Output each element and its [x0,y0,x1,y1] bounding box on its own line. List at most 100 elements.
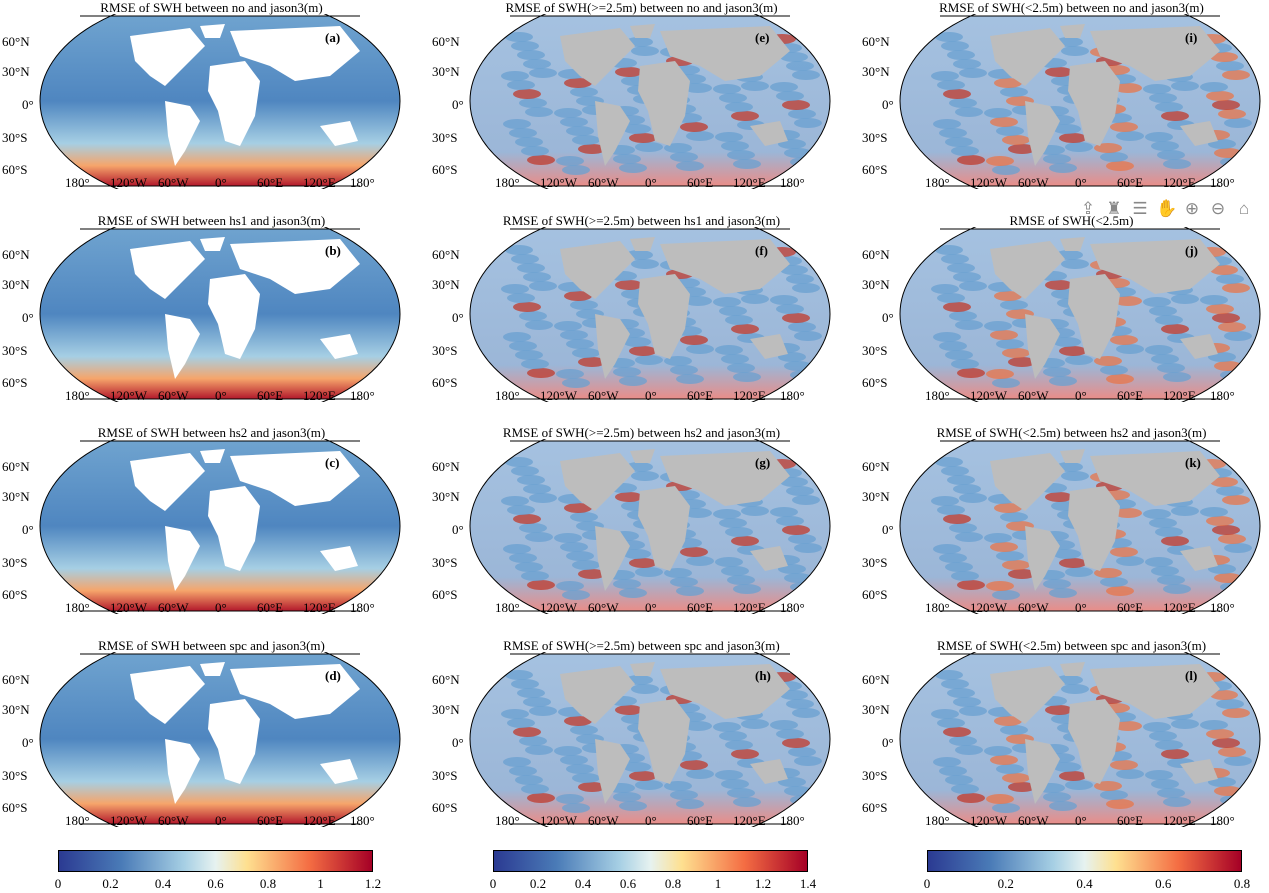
latitude-label: 0° [452,735,464,750]
longitude-label: 120°E [1163,388,1196,403]
map-panel: RMSE of SWH between no and jason3(m) (a)… [0,0,423,213]
longitude-label: 60°E [1117,388,1144,403]
longitude-label: 60°W [1018,600,1049,615]
home-icon[interactable]: ⌂ [1238,199,1250,218]
robinson-map [899,652,1261,827]
longitude-label: 60°E [257,600,284,615]
longitude-label: 0° [1075,175,1087,190]
panel-label: (h) [755,668,771,683]
legend-icon[interactable]: ☰ [1132,199,1148,218]
longitude-label: 60°W [588,388,619,403]
latitude-label: 0° [22,735,34,750]
latitude-label: 30°N [2,64,30,79]
longitude-label: 180° [780,388,805,403]
longitude-label: 60°W [588,813,619,828]
longitude-label: 0° [645,175,657,190]
longitude-label: 120°W [540,388,577,403]
latitude-label: 60°N [432,247,460,262]
zoom-out-icon[interactable]: ⊖ [1210,199,1226,218]
colorbar-tick-label: 1.2 [754,876,772,891]
latitude-label: 30°N [862,702,890,717]
map-panel: RMSE of SWH(>=2.5m) between hs1 and jaso… [430,213,853,426]
robinson-map [469,652,831,827]
latitude-label: 0° [882,522,894,537]
panel-label: (e) [755,30,770,45]
longitude-label: 180° [925,600,950,615]
panel-label: (f) [755,243,768,258]
longitude-label: 60°W [1018,388,1049,403]
map-panel: RMSE of SWH(>=2.5m) between spc and jaso… [430,638,853,851]
robinson-map [469,14,831,189]
colorbar-tick-label: 0.4 [154,876,172,891]
latitude-label: 30°N [2,489,30,504]
export-icon[interactable]: ⇪ [1080,199,1096,218]
latitude-label: 0° [452,310,464,325]
latitude-label: 60°N [2,247,30,262]
longitude-label: 180° [1210,388,1235,403]
colorbar-tick-label: 0.2 [997,876,1014,891]
latitude-label: 0° [22,310,34,325]
latitude-label: 0° [452,522,464,537]
colorbar-tick-label: 0.6 [619,876,637,891]
map-panel: RMSE of SWH between hs1 and jason3(m) (b… [0,213,423,426]
panel-title: RMSE of SWH between hs1 and jason3(m) [97,213,326,228]
brush-icon[interactable]: ♜ [1106,199,1122,218]
longitude-label: 60°E [257,175,284,190]
longitude-label: 60°E [687,813,714,828]
longitude-label: 60°E [1117,175,1144,190]
longitude-label: 180° [495,813,520,828]
longitude-label: 120°E [733,175,766,190]
robinson-map [39,652,401,827]
latitude-label: 30°S [862,130,888,145]
panel-title: RMSE of SWH(>=2.5m) between spc and jaso… [503,638,780,653]
longitude-label: 120°E [1163,600,1196,615]
latitude-label: 60°S [2,162,28,177]
latitude-label: 60°S [2,587,28,602]
panel-title: RMSE of SWH(<2.5m) between no and jason3… [939,0,1204,15]
colorbar-tick-label: 0.8 [259,876,277,891]
colorbar-tick-label: 0 [54,876,62,891]
latitude-label: 60°S [432,587,458,602]
longitude-label: 120°W [110,388,147,403]
longitude-label: 120°E [733,388,766,403]
longitude-label: 0° [645,388,657,403]
colorbar [927,850,1242,872]
longitude-label: 180° [65,175,90,190]
longitude-label: 120°E [733,600,766,615]
latitude-label: 30°S [2,768,28,783]
panel-label: (k) [1185,455,1201,470]
map-panel: RMSE of SWH(<2.5m) between hs2 and jason… [860,425,1269,638]
latitude-label: 60°N [2,459,30,474]
latitude-label: 60°N [862,459,890,474]
colorbar-tick-label: 0.6 [1155,876,1172,891]
longitude-label: 180° [1210,600,1235,615]
panel-label: (d) [325,668,341,683]
colorbar-tick-label: 1.2 [364,876,382,891]
map-panel: RMSE of SWH(<2.5m) (j) 60°N 30°N 0° 30°S 60°S… [860,213,1269,426]
robinson-map [39,227,401,402]
latitude-label: 60°S [432,375,458,390]
longitude-label: 180° [1210,175,1235,190]
latitude-label: 30°N [2,277,30,292]
panel-title: RMSE of SWH(>=2.5m) between hs1 and jaso… [502,213,781,228]
latitude-label: 60°S [432,162,458,177]
longitude-label: 180° [925,813,950,828]
longitude-label: 60°W [1018,813,1049,828]
longitude-label: 120°W [540,813,577,828]
longitude-label: 0° [215,813,227,828]
longitude-label: 180° [925,175,950,190]
panel-label: (j) [1185,243,1198,258]
longitude-label: 60°E [257,813,284,828]
longitude-label: 60°E [687,175,714,190]
colorbar-tick-label: 1.4 [799,876,817,891]
latitude-label: 0° [452,97,464,112]
pan-hand-icon[interactable]: ✋ [1156,199,1178,218]
longitude-label: 60°E [1117,813,1144,828]
longitude-label: 120°W [970,388,1007,403]
panel-label: (b) [325,243,341,258]
longitude-label: 180° [495,600,520,615]
latitude-label: 30°N [432,702,460,717]
longitude-label: 120°E [303,813,336,828]
zoom-in-icon[interactable]: ⊕ [1184,199,1200,218]
longitude-label: 180° [495,175,520,190]
